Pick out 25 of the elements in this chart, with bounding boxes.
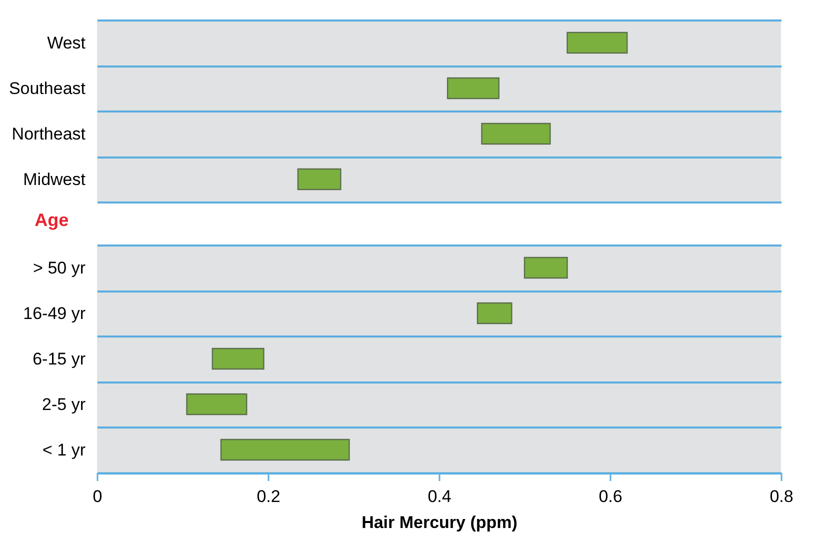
y-tick-label: < 1 yr <box>42 440 86 460</box>
bar <box>212 348 264 370</box>
bar <box>524 256 568 279</box>
x-tick-label: 0.2 <box>256 487 280 506</box>
bar <box>297 168 342 190</box>
x-tick-label: 0 <box>92 487 102 506</box>
x-tick-label: 0.4 <box>428 487 452 506</box>
x-tick-label: 0.6 <box>598 487 622 506</box>
bar <box>476 302 512 324</box>
y-tick-label: 16-49 yr <box>23 304 86 323</box>
chart-title: Age <box>34 210 69 230</box>
bar <box>220 438 350 461</box>
bar <box>566 32 628 54</box>
bar <box>481 122 551 145</box>
x-axis-title: Hair Mercury (ppm) <box>362 513 518 532</box>
y-tick-label: 2-5 yr <box>42 394 86 414</box>
y-tick-label: > 50 yr <box>33 258 86 278</box>
bar <box>186 393 248 416</box>
y-tick-label: Midwest <box>23 170 86 189</box>
y-tick-label: Southeast <box>8 78 86 98</box>
y-tick-label: 6-15 yr <box>32 349 86 368</box>
x-tick-label: 0.8 <box>770 487 794 506</box>
bar <box>446 77 500 100</box>
y-tick-label: West <box>47 33 86 52</box>
y-tick-label: Northeast <box>12 124 86 144</box>
